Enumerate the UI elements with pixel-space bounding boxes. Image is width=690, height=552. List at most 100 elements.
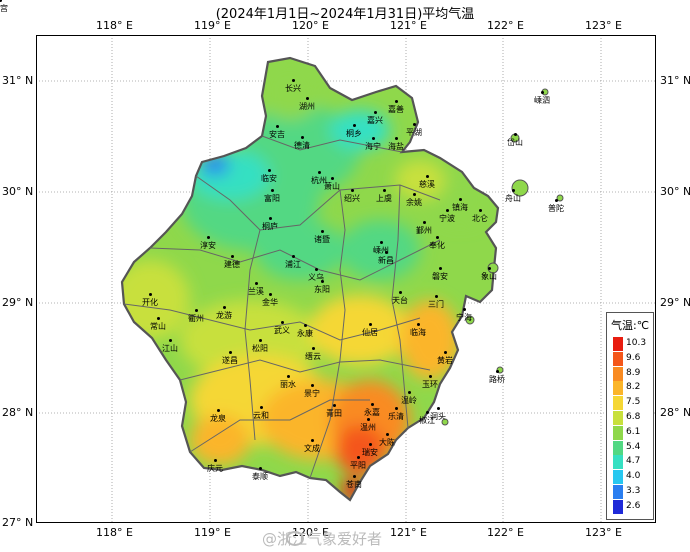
city-marker <box>0 0 2 2</box>
city-label: 北仑 <box>472 214 488 223</box>
city-marker <box>351 189 354 192</box>
legend-item: 2.6 <box>613 499 653 514</box>
city-marker <box>369 443 372 446</box>
city-label: 路桥 <box>489 375 505 384</box>
city-label: 洞头 <box>430 412 446 421</box>
legend-item: 7.5 <box>613 396 653 411</box>
legend-swatch <box>613 396 623 411</box>
city-marker <box>426 411 429 414</box>
lat-label-left: 27° N <box>2 516 34 529</box>
lon-label-bottom: 122° E <box>487 526 524 539</box>
city-marker <box>231 255 234 258</box>
city-label: 乐清 <box>388 412 404 421</box>
city-marker <box>395 407 398 410</box>
city-label: 桐庐 <box>262 222 278 231</box>
lon-label-bottom: 119° E <box>194 526 231 539</box>
city-marker <box>413 193 416 196</box>
city-marker <box>229 351 232 354</box>
city-label: 平湖 <box>406 128 422 137</box>
city-label: 永嘉 <box>364 408 380 417</box>
lat-label-left: 31° N <box>2 74 34 87</box>
city-marker <box>306 97 309 100</box>
city-label: 杭州 <box>311 176 327 185</box>
legend-swatch <box>613 411 623 425</box>
city-label: 余姚 <box>406 198 422 207</box>
city-label: 嘉善 <box>388 105 404 114</box>
city-label: 象山 <box>481 272 497 281</box>
legend-swatch <box>613 425 623 440</box>
city-label: 绍兴 <box>344 194 360 203</box>
legend-swatch <box>613 499 623 514</box>
city-marker <box>385 251 388 254</box>
city-marker <box>223 306 226 309</box>
city-marker <box>496 370 499 373</box>
legend-item: 9.6 <box>613 351 653 366</box>
city-marker <box>353 475 356 478</box>
city-marker <box>463 308 466 311</box>
city-marker <box>369 323 372 326</box>
city-marker <box>541 91 544 94</box>
city-label: 松阳 <box>252 344 268 353</box>
city-marker <box>435 295 438 298</box>
city-label: 安吉 <box>269 130 285 139</box>
legend-swatch <box>613 366 623 381</box>
city-label: 桐乡 <box>346 129 362 138</box>
lat-label-right: 31° N <box>660 74 690 87</box>
city-label: 衢州 <box>188 314 204 323</box>
map-frame <box>36 35 656 523</box>
city-marker <box>331 177 334 180</box>
watermark: @浙江气象爱好者 <box>262 530 383 548</box>
city-label: 泰顺 <box>252 472 268 481</box>
city-marker <box>149 293 152 296</box>
city-marker <box>157 317 160 320</box>
city-label: 青田 <box>326 409 342 418</box>
city-marker <box>423 221 426 224</box>
legend-swatch <box>613 337 623 351</box>
city-label: 磐安 <box>432 272 448 281</box>
city-label: 普陀 <box>548 204 564 213</box>
legend-label: 6.1 <box>626 426 641 437</box>
lon-label-bottom: 121° E <box>390 526 427 539</box>
city-label: 镇海 <box>452 203 468 212</box>
city-label: 仙居 <box>362 328 378 337</box>
city-marker <box>367 418 370 421</box>
city-marker <box>488 267 491 270</box>
city-label: 新昌 <box>378 256 394 265</box>
city-label: 丽水 <box>280 380 296 389</box>
city-marker <box>271 189 274 192</box>
legend: 气温:℃ 10.3 9.6 8.9 8.2 7.5 6.8 6.1 5.4 4.7 4.0 3.3 2… <box>606 312 654 520</box>
city-label: 德清 <box>294 141 310 150</box>
city-label: 温岭 <box>401 396 417 405</box>
legend-label: 9.6 <box>626 352 641 363</box>
lat-label-right: 30° N <box>660 185 690 198</box>
city-marker <box>399 291 402 294</box>
city-label: 景宁 <box>304 389 320 398</box>
city-marker <box>417 323 420 326</box>
city-label: 嘉兴 <box>367 116 383 125</box>
city-label: 宁波 <box>439 214 455 223</box>
city-label: 平阳 <box>350 461 366 470</box>
city-marker <box>333 404 336 407</box>
city-label: 诸暨 <box>314 235 330 244</box>
city-marker <box>436 236 439 239</box>
city-marker <box>269 293 272 296</box>
city-marker <box>315 268 318 271</box>
lat-label-left: 29° N <box>2 296 34 309</box>
city-marker <box>383 189 386 192</box>
city-marker <box>318 171 321 174</box>
city-marker <box>312 347 315 350</box>
city-label: 江山 <box>162 344 178 353</box>
city-label: 湖州 <box>299 102 315 111</box>
city-label: 岱山 <box>507 138 523 147</box>
city-label: 椒江 <box>419 416 435 425</box>
city-marker <box>268 169 271 172</box>
city-label: 东阳 <box>314 285 330 294</box>
legend-label: 7.5 <box>626 397 641 408</box>
lat-label-right: 29° N <box>660 296 690 309</box>
legend-item: 8.9 <box>613 366 653 381</box>
city-marker <box>311 384 314 387</box>
city-label: 武义 <box>274 326 290 335</box>
city-label: 嵊泗 <box>534 96 550 105</box>
city-marker <box>371 403 374 406</box>
city-label: 瑞安 <box>362 448 378 457</box>
